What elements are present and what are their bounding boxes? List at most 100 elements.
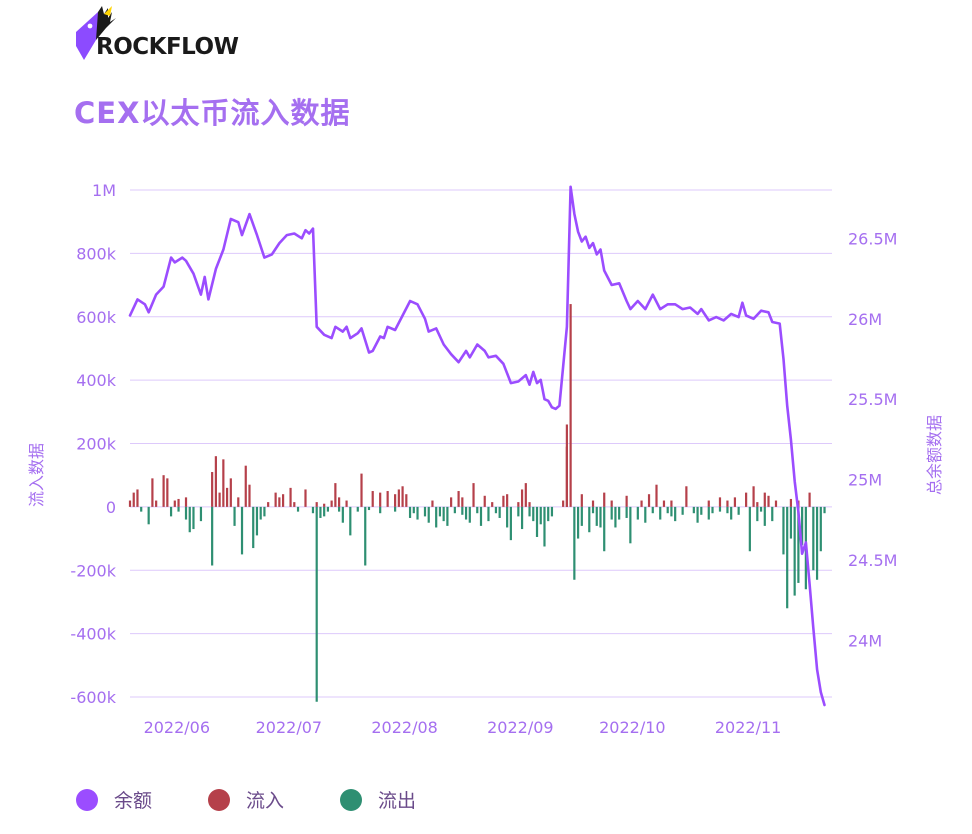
outflow-bar (468, 506, 471, 523)
logo-wordmark: ROCKFLOW (96, 34, 239, 60)
left-tick-label: 800k (76, 244, 117, 263)
legend-outflow-swatch (340, 788, 362, 811)
inflow-bar (662, 500, 666, 507)
inflow-bar (345, 500, 348, 507)
right-tick-label: 25M (848, 471, 882, 490)
left-tick-label: 200k (76, 435, 117, 454)
right-tick-label: 25.5M (848, 390, 897, 409)
inflow-bar (506, 494, 509, 507)
inflow-bar (386, 491, 389, 507)
outflow-bar (700, 506, 703, 515)
outflow-bar (692, 506, 695, 514)
outflow-bar (674, 506, 677, 522)
chart-title: CEX以太币流入数据 (74, 96, 351, 130)
inflow-bar (222, 459, 225, 507)
outflow-bar (233, 506, 236, 526)
outflow-bar (588, 506, 591, 533)
outflow-bar (326, 506, 330, 512)
inflow-bar (580, 494, 583, 507)
outflow-bar (169, 506, 173, 517)
outflow-bar (771, 506, 774, 522)
inflow-bar (472, 483, 475, 507)
inflow-bar (524, 483, 527, 507)
legend-balance-label: 余额 (114, 790, 153, 812)
legend-item-inflow: 流入 (208, 786, 284, 813)
inflow-bar (281, 494, 285, 507)
inflow-bar (685, 486, 688, 507)
balance-line (128, 185, 826, 707)
outflow-bar (629, 506, 632, 544)
inflow-bar (457, 491, 460, 507)
inflow-bar (225, 487, 229, 507)
outflow-bar (786, 506, 789, 609)
outflow-bar (618, 506, 621, 520)
inflow-bar (136, 489, 139, 507)
inflow-bar (640, 500, 643, 507)
outflow-bar (356, 506, 359, 512)
legend-balance-swatch (76, 788, 98, 811)
outflow-bar (461, 506, 464, 515)
inflow-bar (562, 500, 565, 507)
outflow-bar (427, 506, 430, 523)
outflow-bar (435, 506, 438, 528)
inflow-bar (726, 500, 729, 507)
inflow-bar (756, 502, 759, 507)
outflow-bar (367, 506, 371, 511)
inflow-bar (752, 486, 755, 507)
outflow-bar (759, 506, 763, 512)
outflow-bar (782, 506, 785, 555)
outflow-bar (394, 506, 397, 512)
outflow-bar (812, 506, 815, 571)
outflow-bar (610, 506, 613, 520)
x-tick-label: 2022/07 (256, 718, 322, 737)
outflow-bar (315, 506, 318, 702)
outflow-bar (506, 506, 509, 528)
outflow-bar (240, 506, 244, 555)
inflow-bar (162, 475, 165, 507)
inflow-bar (569, 304, 572, 507)
inflow-bar (502, 495, 505, 507)
outflow-bar (614, 506, 617, 528)
inflow-bar (211, 472, 214, 507)
inflow-bar (360, 473, 363, 507)
inflow-bar (517, 502, 520, 507)
outflow-bar (147, 506, 150, 525)
outflow-bar (259, 506, 262, 520)
outflow-bar (636, 506, 639, 520)
outflow-bar (801, 506, 804, 545)
left-tick-label: -200k (70, 561, 116, 580)
left-tick-label: 600k (76, 308, 117, 327)
inflow-bar (214, 456, 217, 507)
outflow-bar (349, 506, 352, 536)
legend-inflow-label: 流入 (246, 790, 285, 812)
outflow-bar (580, 506, 583, 526)
outflow-bar (819, 506, 822, 552)
inflow-bar (491, 502, 494, 507)
outflow-bar (748, 506, 751, 552)
inflow-bar (767, 495, 770, 507)
inflow-bar (647, 494, 651, 507)
inflow-bar (128, 500, 132, 507)
inflow-bar (431, 500, 434, 507)
inflow-bar (450, 497, 453, 507)
left-tick-label: 400k (76, 371, 117, 390)
inflow-bar (397, 489, 400, 507)
inflow-bar (733, 497, 737, 507)
right-tick-label: 24.5M (848, 551, 897, 570)
outflow-bar (199, 506, 203, 522)
left-tick-label: -400k (70, 625, 116, 644)
outflow-bar (644, 506, 647, 523)
inflow-bar (789, 498, 793, 507)
outflow-bar (341, 506, 344, 523)
outflow-bar (296, 506, 300, 512)
outflow-bar (252, 506, 255, 549)
outflow-bar (535, 506, 539, 537)
inflow-bar (248, 484, 251, 507)
x-tick-label: 2022/06 (144, 718, 210, 737)
inflow-bar (655, 484, 658, 507)
outflow-bar (625, 506, 628, 518)
x-tick-label: 2022/08 (371, 718, 437, 737)
inflow-bar (293, 502, 296, 507)
outflow-bar (532, 506, 535, 522)
inflow-bar (278, 497, 281, 507)
